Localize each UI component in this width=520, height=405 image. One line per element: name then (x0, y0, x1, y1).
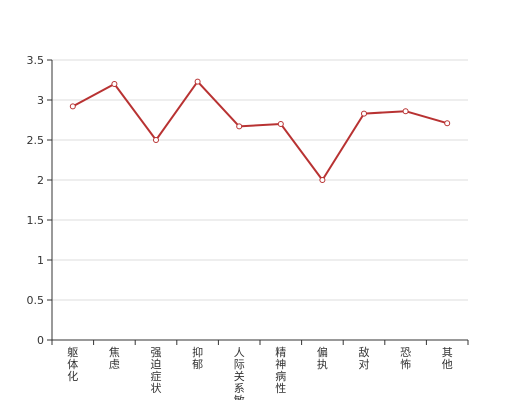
series-line (72, 80, 448, 181)
x-tick-label: 强迫症状 (151, 346, 162, 395)
x-tick-label: 躯体化 (67, 346, 78, 383)
series (69, 78, 451, 183)
x-tick-label: 恐怖 (400, 346, 411, 371)
y-tick-label: 3.5 (27, 54, 45, 67)
x-tick-label: 抑郁 (192, 345, 203, 371)
data-point (153, 137, 159, 143)
data-point (402, 108, 409, 115)
y-tick-label: 1.5 (27, 214, 45, 227)
x-tick-label: 其他 (442, 346, 453, 371)
x-tick-label: 偏执 (317, 345, 328, 371)
gridlines (52, 59, 468, 301)
data-point (111, 81, 118, 87)
x-tick-label: 人际关系敏感 (234, 346, 245, 400)
x-tick-label: 精神病性 (275, 346, 286, 395)
y-tick-label: 0.5 (27, 294, 45, 307)
x-tick-label: 焦虑 (109, 346, 120, 371)
data-point (319, 177, 326, 183)
data-point (236, 123, 243, 130)
y-tick-label: 0 (37, 334, 44, 347)
y-tick-label: 2.5 (27, 134, 45, 147)
data-point (277, 121, 284, 127)
data-point (444, 120, 451, 127)
data-point (194, 78, 201, 85)
y-tick-label: 1 (37, 254, 44, 267)
axes: 0 0.5 1 1.5 2 2.5 3 3.5 躯体化 焦虑 强迫症状 抑郁 人际关系敏感 精神病性 偏执 敌… (27, 54, 469, 405)
data-point (69, 103, 76, 110)
y-tick-label: 3 (37, 94, 44, 107)
data-point (361, 110, 367, 117)
y-tick-label: 2 (37, 174, 44, 187)
x-tick-label: 敌对 (359, 345, 370, 371)
